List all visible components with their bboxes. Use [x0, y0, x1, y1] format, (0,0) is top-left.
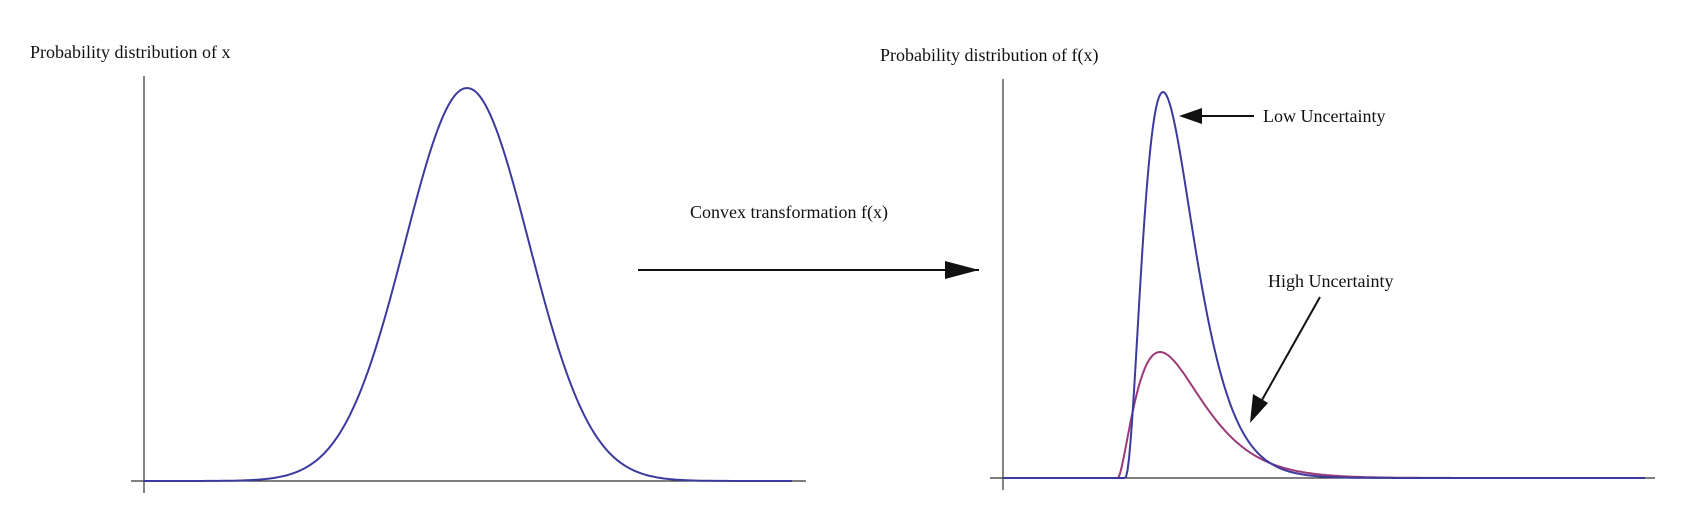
- right-panel-title: Probability distribution of f(x): [880, 45, 1098, 66]
- low-uncertainty-label: Low Uncertainty: [1263, 106, 1385, 126]
- left-panel: Probability distribution of x: [30, 42, 806, 493]
- low-uncertainty-arrowhead: [1179, 108, 1202, 124]
- high-uncertainty-arrowhead: [1250, 394, 1268, 423]
- high-uncertainty-arrow-line: [1261, 296, 1321, 401]
- transformation: Convex transformation f(x): [638, 202, 979, 279]
- low-uncertainty-curve: [1003, 91, 1645, 479]
- high-uncertainty-label: High Uncertainty: [1268, 271, 1393, 291]
- transformation-arrowhead: [945, 261, 979, 279]
- left-normal-curve: [144, 87, 792, 482]
- right-panel: Probability distribution of f(x) Low Unc…: [880, 45, 1655, 490]
- transformation-label: Convex transformation f(x): [690, 202, 888, 223]
- left-panel-title: Probability distribution of x: [30, 42, 231, 62]
- high-uncertainty-curve: [1003, 350, 1645, 479]
